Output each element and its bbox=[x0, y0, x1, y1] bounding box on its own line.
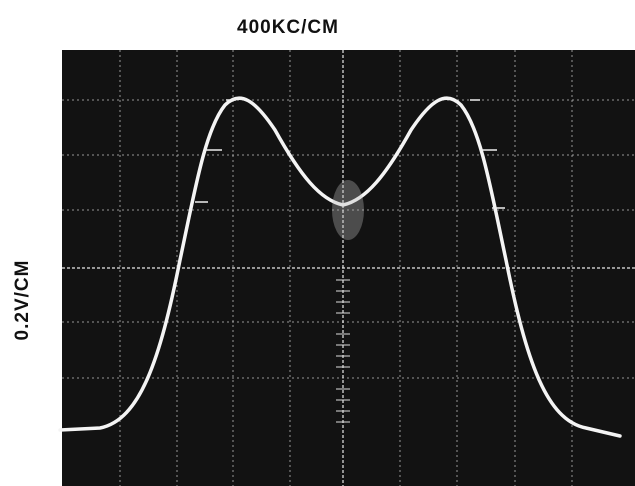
center-ticks bbox=[336, 279, 350, 423]
trace bbox=[58, 96, 622, 438]
center-axes bbox=[62, 50, 635, 486]
markers bbox=[195, 99, 505, 209]
trace-blur bbox=[332, 180, 364, 240]
graticule bbox=[62, 50, 635, 486]
horizontal-scale-label: 400KC/CM bbox=[237, 17, 339, 38]
vertical-scale-label: 0.2V/CM bbox=[12, 260, 33, 341]
